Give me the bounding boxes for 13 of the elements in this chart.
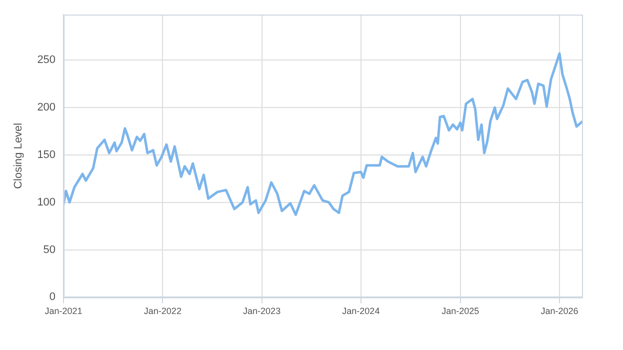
x-tick-label: Jan-2022 <box>144 306 182 316</box>
x-tick-label: Jan-2021 <box>44 306 82 316</box>
y-tick-label: 50 <box>43 244 56 256</box>
x-tick-label: Jan-2023 <box>243 306 281 316</box>
x-tick-label: Jan-2025 <box>442 306 480 316</box>
y-tick-label: 100 <box>37 196 56 208</box>
x-tick-label: Jan-2024 <box>342 306 380 316</box>
y-axis-title: Closing Level <box>12 122 25 189</box>
y-tick-label: 200 <box>37 102 56 114</box>
y-tick-label: 0 <box>49 291 56 304</box>
y-tick-label: 150 <box>37 148 56 161</box>
x-tick-label: Jan-2026 <box>540 306 578 316</box>
y-tick-label: 250 <box>37 54 56 66</box>
